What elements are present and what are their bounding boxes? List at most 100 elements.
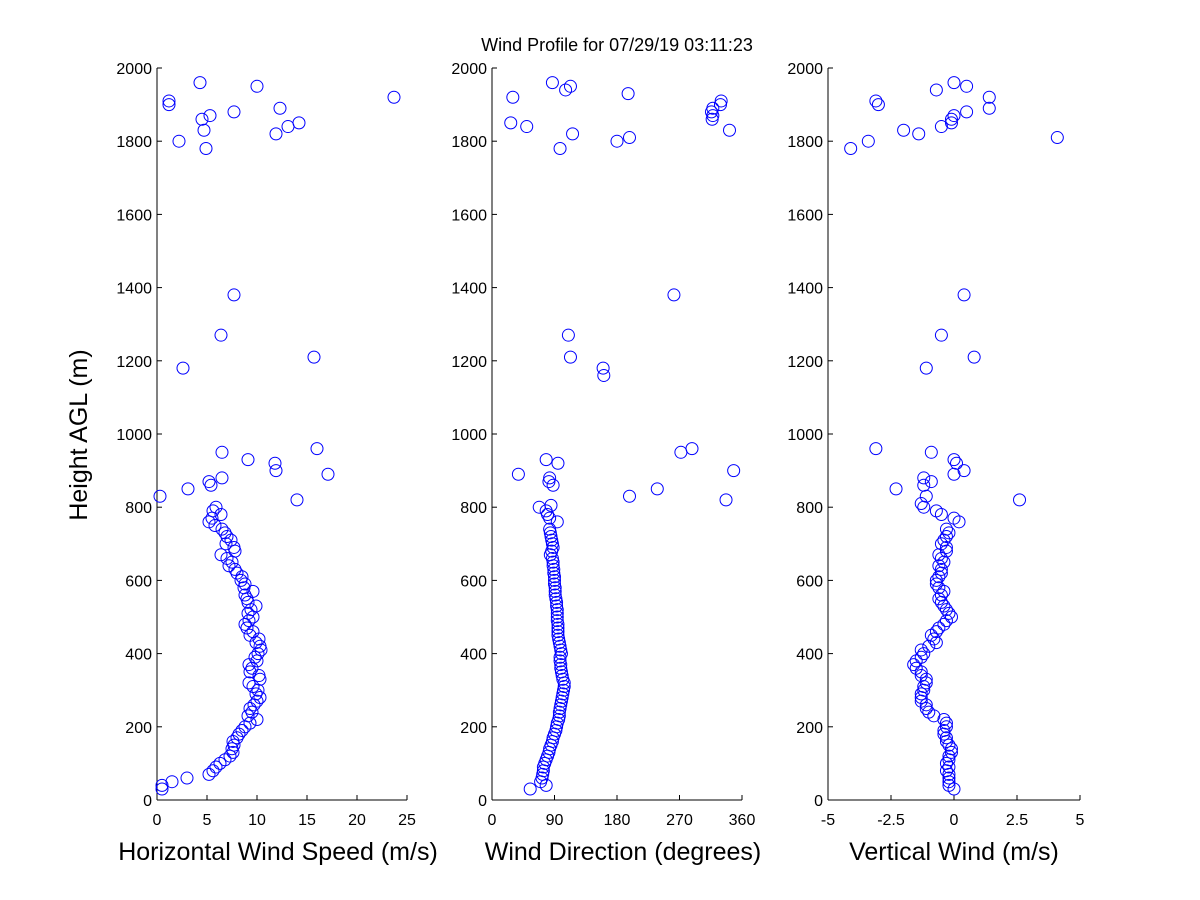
data-point-vertical-wind [942, 778, 956, 792]
data-point-vertical-wind [942, 526, 956, 540]
y-tick-label-wind-direction: 2000 [451, 61, 487, 78]
x-tick-label-wind-direction: 270 [666, 812, 693, 829]
data-point-wind-direction [548, 588, 562, 602]
panel-wind-direction: Wind Direction (degrees) 0 200 400 600 800 10… [451, 61, 761, 866]
data-point-vertical-wind [929, 573, 943, 587]
data-point-vertical-wind [914, 643, 928, 657]
data-point-vertical-wind [1013, 493, 1027, 507]
data-point-wind-direction [550, 515, 564, 529]
data-point-horizontal-wind-speed [227, 105, 241, 119]
data-point-horizontal-wind-speed [268, 456, 282, 470]
data-point-wind-direction [723, 123, 736, 137]
y-tick-label-wind-direction: 0 [478, 793, 487, 810]
x-axis-label-wind-direction: Wind Direction (degrees) [485, 838, 762, 866]
data-point-wind-direction [650, 482, 664, 496]
data-point-horizontal-wind-speed [199, 142, 213, 156]
data-point-vertical-wind [934, 562, 948, 576]
data-point-vertical-wind [1050, 131, 1064, 145]
x-axis-label-vertical-wind: Vertical Wind (m/s) [849, 838, 1059, 866]
x-tick-label-vertical-wind: -2.5 [877, 812, 905, 829]
data-point-vertical-wind [939, 756, 953, 770]
data-point-vertical-wind [932, 570, 946, 584]
y-tick-label-horizontal-wind-speed: 1200 [116, 354, 152, 371]
data-point-wind-direction [548, 577, 561, 591]
data-point-vertical-wind [912, 127, 926, 141]
data-point-vertical-wind [982, 101, 996, 115]
data-point-horizontal-wind-speed [250, 79, 264, 93]
data-point-horizontal-wind-speed [176, 361, 190, 375]
data-point-horizontal-wind-speed [250, 712, 264, 726]
data-point-vertical-wind [929, 504, 943, 518]
data-point-vertical-wind [944, 742, 958, 756]
data-point-wind-direction [563, 350, 577, 364]
data-point-horizontal-wind-speed [242, 614, 256, 628]
data-point-horizontal-wind-speed [172, 134, 186, 148]
data-point-vertical-wind [944, 610, 958, 624]
data-point-horizontal-wind-speed [214, 328, 228, 342]
data-point-horizontal-wind-speed [230, 566, 244, 580]
data-point-vertical-wind [914, 687, 928, 701]
data-point-wind-direction [685, 442, 699, 456]
data-point-vertical-wind [939, 716, 953, 730]
y-tick-label-vertical-wind: 1000 [787, 427, 823, 444]
data-point-wind-direction [551, 621, 565, 635]
data-point-vertical-wind [944, 112, 958, 126]
data-point-horizontal-wind-speed [209, 500, 223, 514]
data-point-vertical-wind [889, 482, 903, 496]
data-point-horizontal-wind-speed [269, 127, 283, 141]
data-point-wind-direction [543, 511, 557, 525]
data-point-horizontal-wind-speed [249, 599, 263, 613]
data-point-vertical-wind [939, 731, 953, 745]
x-tick-label-wind-direction: 360 [729, 812, 756, 829]
data-point-horizontal-wind-speed [387, 90, 401, 104]
data-point-vertical-wind [919, 702, 933, 715]
data-point-vertical-wind [947, 511, 961, 525]
x-tick-label-horizontal-wind-speed: 10 [248, 812, 266, 829]
data-point-vertical-wind [897, 123, 911, 137]
data-point-wind-direction [504, 116, 518, 130]
data-point-vertical-wind [950, 456, 964, 470]
data-point-horizontal-wind-speed [225, 742, 239, 756]
data-point-horizontal-wind-speed [240, 621, 254, 635]
data-point-horizontal-wind-speed [165, 775, 179, 789]
y-tick-label-horizontal-wind-speed: 800 [125, 500, 152, 517]
y-tick-label-wind-direction: 1000 [451, 427, 487, 444]
data-point-vertical-wind [939, 522, 953, 536]
data-point-vertical-wind [942, 771, 956, 785]
data-point-horizontal-wind-speed [243, 665, 257, 679]
data-point-wind-direction [550, 599, 564, 613]
data-point-vertical-wind [919, 361, 933, 375]
data-point-vertical-wind [929, 83, 943, 97]
data-point-vertical-wind [944, 116, 958, 130]
data-point-wind-direction [552, 709, 566, 723]
data-point-vertical-wind [922, 705, 936, 719]
data-point-vertical-wind [861, 134, 875, 148]
data-point-horizontal-wind-speed [203, 109, 217, 123]
x-tick-label-horizontal-wind-speed: 20 [348, 812, 366, 829]
data-point-horizontal-wind-speed [162, 98, 176, 112]
data-point-wind-direction [706, 101, 720, 115]
y-tick-label-horizontal-wind-speed: 1000 [116, 427, 152, 444]
x-tick-label-horizontal-wind-speed: 15 [298, 812, 316, 829]
data-point-wind-direction [551, 625, 565, 639]
y-tick-label-vertical-wind: 200 [796, 720, 823, 737]
data-point-horizontal-wind-speed [241, 606, 255, 620]
data-point-horizontal-wind-speed [206, 504, 220, 518]
data-point-wind-direction [543, 522, 557, 536]
data-point-vertical-wind [944, 745, 958, 759]
y-tick-label-vertical-wind: 1200 [787, 354, 823, 371]
data-point-horizontal-wind-speed [195, 112, 209, 126]
x-tick-label-vertical-wind: 2.5 [1006, 812, 1028, 829]
data-point-vertical-wind [934, 551, 948, 565]
data-point-vertical-wind [942, 738, 956, 752]
y-tick-label-horizontal-wind-speed: 2000 [116, 61, 152, 78]
data-point-wind-direction [539, 453, 553, 467]
data-point-horizontal-wind-speed [250, 694, 264, 708]
data-point-vertical-wind [924, 445, 938, 459]
y-tick-label-vertical-wind: 600 [796, 573, 823, 590]
data-point-wind-direction [554, 661, 568, 675]
data-point-wind-direction [550, 614, 564, 628]
data-point-horizontal-wind-speed [245, 705, 259, 719]
data-point-horizontal-wind-speed [155, 778, 169, 792]
data-point-vertical-wind [942, 606, 956, 620]
